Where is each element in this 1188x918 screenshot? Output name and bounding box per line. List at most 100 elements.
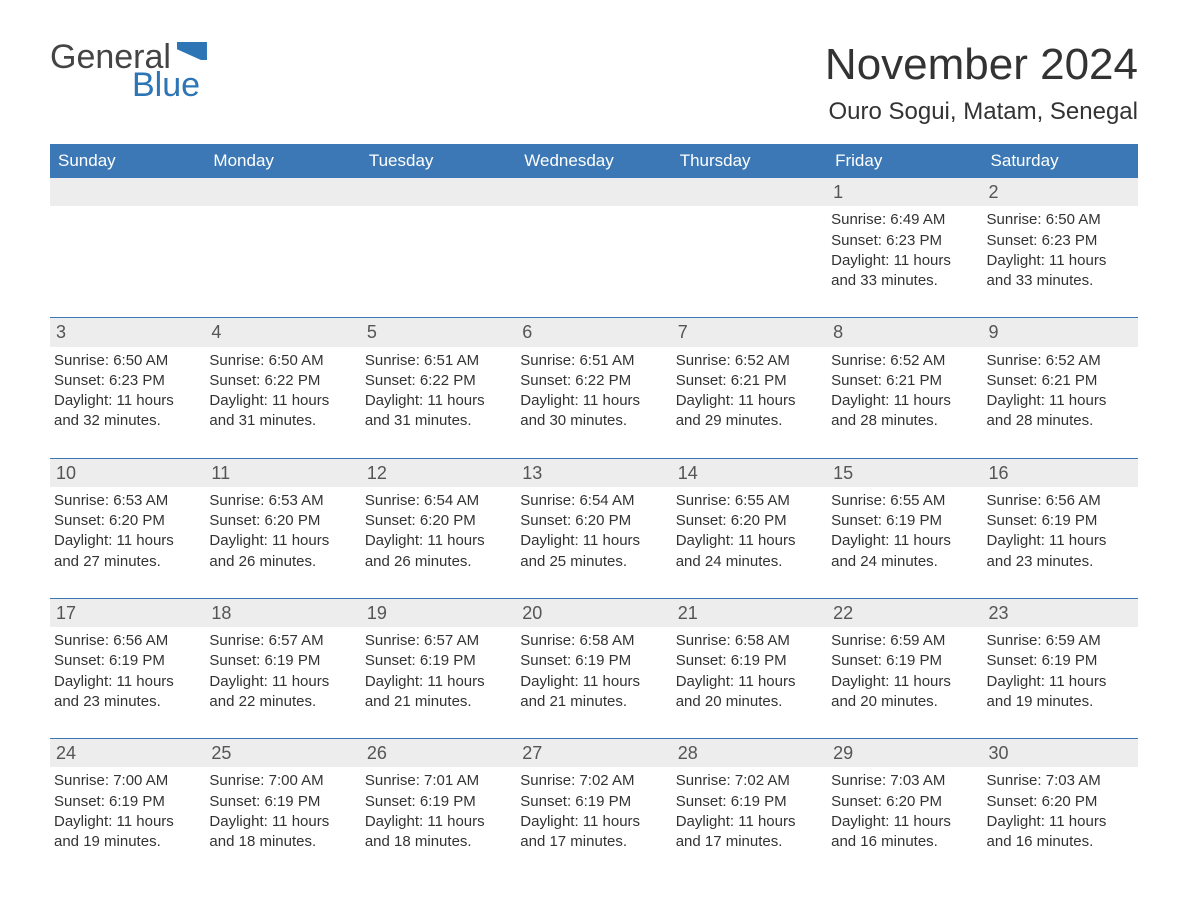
calendar-cell	[672, 178, 827, 301]
day-daylight2: and 22 minutes.	[209, 692, 354, 712]
day-sunset: Sunset: 6:23 PM	[54, 371, 199, 391]
day-header: Wednesday	[516, 144, 671, 178]
day-number: 17	[50, 599, 205, 627]
day-number: 13	[516, 459, 671, 487]
day-daylight2: and 33 minutes.	[987, 271, 1132, 291]
calendar-cell: 2 Sunrise: 6:50 AMSunset: 6:23 PMDaylight…	[983, 178, 1138, 301]
day-content: Sunrise: 6:54 AMSunset: 6:20 PMDaylight:…	[365, 491, 510, 572]
day-content: Sunrise: 6:54 AMSunset: 6:20 PMDaylight:…	[520, 491, 665, 572]
day-sunrise: Sunrise: 6:50 AM	[54, 351, 199, 371]
calendar-week: 17 Sunrise: 6:56 AMSunset: 6:19 PMDayligh…	[50, 598, 1138, 722]
calendar-cell: 28 Sunrise: 7:02 AMSunset: 6:19 PMDayligh…	[672, 739, 827, 862]
day-sunset: Sunset: 6:23 PM	[987, 231, 1132, 251]
calendar-cell: 23Sunrise: 6:59 AMSunset: 6:19 PMDayligh…	[983, 599, 1138, 722]
day-content: Sunrise: 6:56 AMSunset: 6:19 PMDaylight:…	[54, 631, 199, 712]
day-sunrise: Sunrise: 6:52 AM	[987, 351, 1132, 371]
day-daylight1: Daylight: 11 hours	[520, 391, 665, 411]
calendar-cell: 21Sunrise: 6:58 AMSunset: 6:19 PMDayligh…	[672, 599, 827, 722]
day-daylight1: Daylight: 11 hours	[209, 812, 354, 832]
day-daylight2: and 16 minutes.	[987, 832, 1132, 852]
day-header: Monday	[205, 144, 360, 178]
day-daylight2: and 19 minutes.	[987, 692, 1132, 712]
day-daylight2: and 33 minutes.	[831, 271, 976, 291]
day-content: Sunrise: 6:51 AMSunset: 6:22 PMDaylight:…	[520, 351, 665, 432]
day-daylight1: Daylight: 11 hours	[831, 672, 976, 692]
day-daylight2: and 31 minutes.	[365, 411, 510, 431]
day-number	[516, 178, 671, 206]
day-sunset: Sunset: 6:20 PM	[209, 511, 354, 531]
day-daylight1: Daylight: 11 hours	[831, 391, 976, 411]
day-sunset: Sunset: 6:20 PM	[676, 511, 821, 531]
day-content: Sunrise: 6:56 AMSunset: 6:19 PMDaylight:…	[987, 491, 1132, 572]
calendar-cell: 22Sunrise: 6:59 AMSunset: 6:19 PMDayligh…	[827, 599, 982, 722]
day-daylight1: Daylight: 11 hours	[365, 531, 510, 551]
day-daylight1: Daylight: 11 hours	[987, 251, 1132, 271]
calendar-cell: 24Sunrise: 7:00 AMSunset: 6:19 PMDayligh…	[50, 739, 205, 862]
calendar-week: 10Sunrise: 6:53 AMSunset: 6:20 PMDayligh…	[50, 458, 1138, 582]
day-sunrise: Sunrise: 6:50 AM	[987, 210, 1132, 230]
day-sunset: Sunset: 6:19 PM	[520, 792, 665, 812]
day-sunset: Sunset: 6:21 PM	[831, 371, 976, 391]
calendar-cell: 25Sunrise: 7:00 AMSunset: 6:19 PMDayligh…	[205, 739, 360, 862]
calendar-cell: 6Sunrise: 6:51 AMSunset: 6:22 PMDaylight…	[516, 318, 671, 441]
calendar-cell: 8Sunrise: 6:52 AMSunset: 6:21 PMDaylight…	[827, 318, 982, 441]
day-number: 12	[361, 459, 516, 487]
day-sunrise: Sunrise: 6:54 AM	[365, 491, 510, 511]
calendar-cell	[50, 178, 205, 301]
day-sunrise: Sunrise: 6:50 AM	[209, 351, 354, 371]
calendar-week: 24Sunrise: 7:00 AMSunset: 6:19 PMDayligh…	[50, 738, 1138, 862]
day-sunrise: Sunrise: 6:59 AM	[831, 631, 976, 651]
calendar-body: 1Sunrise: 6:49 AMSunset: 6:23 PMDaylight…	[50, 178, 1138, 862]
day-header: Thursday	[672, 144, 827, 178]
day-sunset: Sunset: 6:22 PM	[365, 371, 510, 391]
day-sunrise: Sunrise: 6:55 AM	[831, 491, 976, 511]
calendar-cell: 29Sunrise: 7:03 AMSunset: 6:20 PMDayligh…	[827, 739, 982, 862]
day-number: 22	[827, 599, 982, 627]
day-daylight1: Daylight: 11 hours	[831, 812, 976, 832]
day-sunrise: Sunrise: 6:52 AM	[831, 351, 976, 371]
day-daylight2: and 24 minutes.	[831, 552, 976, 572]
day-daylight1: Daylight: 11 hours	[365, 672, 510, 692]
calendar-cell: 19Sunrise: 6:57 AMSunset: 6:19 PMDayligh…	[361, 599, 516, 722]
calendar-cell: 13 Sunrise: 6:54 AMSunset: 6:20 PMDayligh…	[516, 459, 671, 582]
calendar-cell: 1Sunrise: 6:49 AMSunset: 6:23 PMDaylight…	[827, 178, 982, 301]
day-daylight1: Daylight: 11 hours	[987, 391, 1132, 411]
day-content: Sunrise: 6:52 AMSunset: 6:21 PMDaylight:…	[987, 351, 1132, 432]
day-number: 27	[516, 739, 671, 767]
day-number: 28	[672, 739, 827, 767]
calendar: SundayMondayTuesdayWednesdayThursdayFrid…	[50, 144, 1138, 862]
day-number: 9	[983, 318, 1138, 346]
day-daylight1: Daylight: 11 hours	[520, 531, 665, 551]
day-daylight2: and 28 minutes.	[831, 411, 976, 431]
day-header: Saturday	[983, 144, 1138, 178]
day-sunrise: Sunrise: 6:56 AM	[987, 491, 1132, 511]
day-content: Sunrise: 7:02 AMSunset: 6:19 PMDaylight:…	[676, 771, 821, 852]
day-content: Sunrise: 7:02 AMSunset: 6:19 PMDaylight:…	[520, 771, 665, 852]
day-content: Sunrise: 7:03 AMSunset: 6:20 PMDaylight:…	[987, 771, 1132, 852]
day-content: Sunrise: 6:52 AMSunset: 6:21 PMDaylight:…	[831, 351, 976, 432]
day-number: 1	[827, 178, 982, 206]
day-daylight1: Daylight: 11 hours	[209, 672, 354, 692]
day-number: 18	[205, 599, 360, 627]
day-number	[361, 178, 516, 206]
day-number: 2	[983, 178, 1138, 206]
day-content: Sunrise: 6:52 AMSunset: 6:21 PMDaylight:…	[676, 351, 821, 432]
day-daylight1: Daylight: 11 hours	[676, 672, 821, 692]
day-content: Sunrise: 6:55 AMSunset: 6:19 PMDaylight:…	[831, 491, 976, 572]
day-number: 21	[672, 599, 827, 627]
day-sunset: Sunset: 6:21 PM	[676, 371, 821, 391]
day-daylight1: Daylight: 11 hours	[987, 531, 1132, 551]
day-daylight2: and 23 minutes.	[987, 552, 1132, 572]
day-sunrise: Sunrise: 6:52 AM	[676, 351, 821, 371]
day-number: 10	[50, 459, 205, 487]
day-sunrise: Sunrise: 7:02 AM	[520, 771, 665, 791]
day-sunrise: Sunrise: 7:00 AM	[54, 771, 199, 791]
day-number: 16	[983, 459, 1138, 487]
day-daylight2: and 25 minutes.	[520, 552, 665, 572]
day-content: Sunrise: 6:59 AMSunset: 6:19 PMDaylight:…	[987, 631, 1132, 712]
day-daylight1: Daylight: 11 hours	[676, 531, 821, 551]
day-number: 19	[361, 599, 516, 627]
day-number: 26	[361, 739, 516, 767]
day-sunrise: Sunrise: 7:03 AM	[987, 771, 1132, 791]
day-content: Sunrise: 7:00 AMSunset: 6:19 PMDaylight:…	[209, 771, 354, 852]
